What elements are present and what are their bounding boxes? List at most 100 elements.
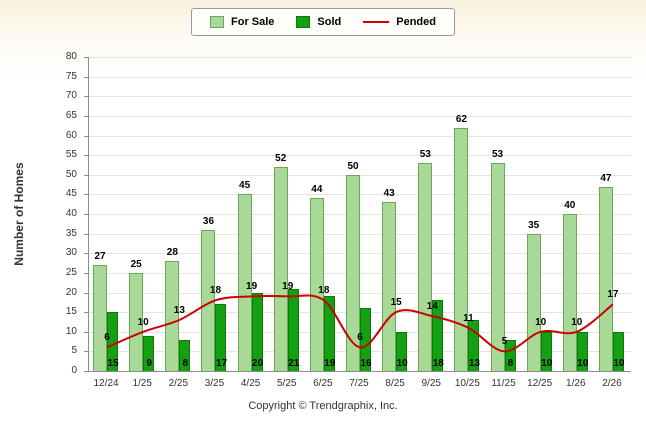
- sold-value-label: 15: [107, 358, 119, 369]
- sold-bar: [396, 331, 408, 371]
- gridline: [89, 135, 631, 137]
- gridline: [89, 253, 631, 255]
- for-sale-value-label: 53: [419, 148, 431, 160]
- for-sale-bar: [309, 198, 324, 371]
- y-axis-tick-label: 40: [65, 208, 77, 219]
- pended-value-label: 6: [357, 332, 363, 344]
- pended-line: [106, 294, 614, 353]
- sold-value-label: 21: [288, 358, 300, 369]
- gridline: [89, 155, 631, 157]
- x-axis-label: 5/25: [276, 378, 297, 389]
- y-axis-tick-label: 65: [65, 109, 77, 121]
- gridline: [89, 292, 631, 294]
- legend-item-pended: Pended: [363, 16, 436, 28]
- for-sale-value-label: 47: [600, 172, 612, 184]
- y-axis-tick-label: 15: [65, 306, 77, 318]
- sold-value-label: 8: [182, 358, 189, 369]
- x-axis-label: 2/25: [168, 378, 189, 389]
- sold-bar: [360, 308, 371, 371]
- gridline: [89, 233, 631, 235]
- y-axis-tick-label: 80: [65, 51, 77, 62]
- x-axis-label: 6/25: [313, 378, 333, 389]
- x-axis-label: 10/25: [454, 378, 480, 389]
- for-sale-swatch-icon: [210, 16, 225, 28]
- gridline: [89, 76, 631, 78]
- for-sale-value-label: 27: [94, 251, 106, 263]
- sold-bar: [612, 331, 624, 371]
- sold-bar: [323, 296, 335, 371]
- x-axis-label: 2/26: [602, 378, 622, 389]
- pended-value-label: 17: [607, 289, 619, 301]
- pended-value-label: 15: [390, 297, 402, 309]
- y-axis-tick-label: 0: [71, 365, 77, 376]
- y-axis-tick-mark: [84, 115, 88, 117]
- for-sale-bar: [418, 162, 433, 371]
- y-axis-tick-mark: [84, 312, 88, 314]
- y-axis-tick-mark: [84, 174, 88, 176]
- gridline: [89, 272, 631, 274]
- y-axis-tick-mark: [84, 57, 88, 58]
- sold-bar: [540, 331, 552, 371]
- pended-value-label: 13: [173, 304, 185, 316]
- pended-value-label: 5: [501, 336, 508, 348]
- copyright: Copyright © Trendgraphix, Inc.: [248, 400, 398, 412]
- for-sale-value-label: 44: [311, 184, 323, 196]
- for-sale-value-label: 40: [564, 200, 576, 211]
- sold-bar: [287, 288, 299, 371]
- gridline: [89, 96, 631, 98]
- legend-label-for-sale: For Sale: [231, 16, 275, 28]
- x-axis-label: 8/25: [385, 378, 405, 389]
- x-axis-label: 12/24: [93, 378, 119, 389]
- y-axis-tick-label: 30: [65, 247, 77, 259]
- sold-value-label: 10: [577, 358, 589, 369]
- for-sale-value-label: 52: [275, 152, 287, 164]
- sold-value-label: 20: [252, 358, 264, 369]
- sold-bar: [468, 319, 480, 371]
- for-sale-value-label: 50: [347, 160, 359, 172]
- gridline: [89, 115, 631, 117]
- legend-label-sold: Sold: [317, 16, 342, 28]
- for-sale-value-label: 43: [383, 188, 395, 200]
- pended-value-label: 18: [209, 285, 222, 297]
- y-axis-tick-mark: [84, 272, 88, 274]
- y-axis-tick-mark: [84, 331, 88, 333]
- y-axis-tick-mark: [84, 194, 88, 196]
- legend-label-pended: Pended: [396, 16, 436, 28]
- gridline: [89, 57, 631, 58]
- for-sale-value-label: 35: [528, 219, 540, 231]
- x-axis-label: 3/25: [204, 378, 225, 389]
- pended-value-label: 19: [282, 281, 294, 293]
- y-axis-tick-mark: [84, 155, 88, 157]
- legend: For Sale Sold Pended: [191, 8, 455, 36]
- pended-value-label: 19: [246, 281, 258, 293]
- for-sale-value-label: 62: [455, 113, 467, 125]
- y-axis-tick-mark: [84, 76, 88, 78]
- sold-value-label: 19: [324, 358, 336, 369]
- y-axis-tick-label: 75: [65, 70, 77, 82]
- pended-value-label: 10: [137, 316, 149, 328]
- x-axis-label: 1/26: [566, 378, 586, 389]
- x-axis-label: 7/25: [349, 378, 369, 389]
- for-sale-value-label: 45: [239, 180, 251, 192]
- sold-bar: [576, 331, 588, 371]
- y-axis-tick-label: 5: [71, 345, 77, 357]
- for-sale-value-label: 53: [491, 148, 504, 160]
- gridline: [89, 174, 631, 176]
- y-axis-tick-mark: [84, 292, 88, 294]
- gridline: [89, 214, 631, 215]
- y-axis-tick-label: 45: [65, 188, 77, 200]
- sold-value-label: 8: [507, 358, 514, 369]
- y-axis-tick-mark: [84, 253, 88, 255]
- pended-value-label: 18: [318, 285, 330, 297]
- for-sale-bar: [165, 261, 180, 371]
- for-sale-bar: [382, 202, 397, 371]
- legend-item-sold: Sold: [296, 16, 341, 28]
- sold-bar: [504, 339, 516, 371]
- x-axis-label: 4/25: [240, 378, 261, 389]
- sold-value-label: 9: [146, 358, 152, 369]
- for-sale-value-label: 28: [166, 247, 178, 259]
- sold-bar: [215, 304, 227, 371]
- sold-bar: [179, 339, 191, 371]
- sold-value-label: 10: [396, 358, 408, 369]
- x-axis-label: 9/25: [421, 378, 441, 389]
